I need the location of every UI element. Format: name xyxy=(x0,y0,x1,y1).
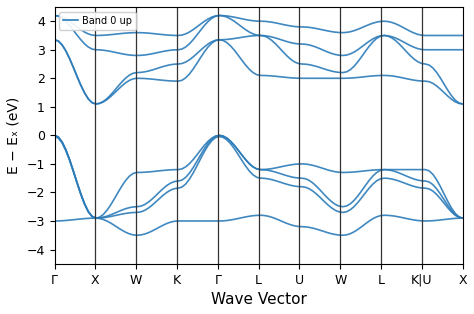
X-axis label: Wave Vector: Wave Vector xyxy=(211,292,307,307)
Y-axis label: E − Eₓ (eV): E − Eₓ (eV) xyxy=(7,97,21,174)
Legend: Band 0 up: Band 0 up xyxy=(59,12,136,30)
